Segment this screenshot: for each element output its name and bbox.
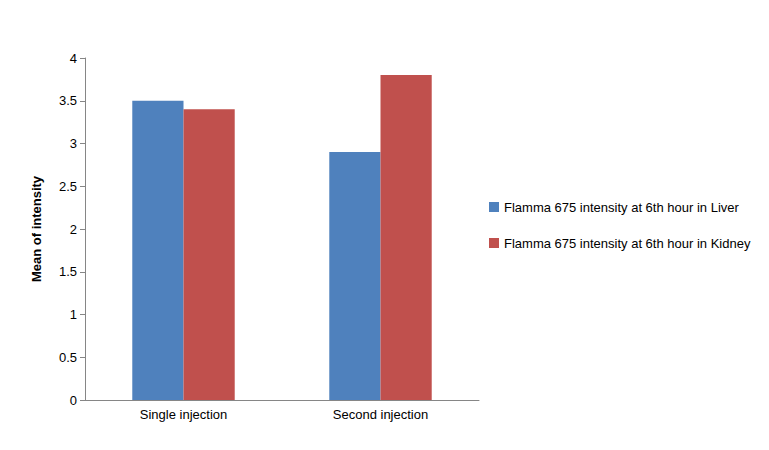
- svg-text:0: 0: [70, 393, 77, 408]
- svg-text:3.5: 3.5: [59, 93, 77, 108]
- svg-text:Flamma 675 intensity at 6th ho: Flamma 675 intensity at 6th hour in Kidn…: [504, 236, 751, 251]
- svg-text:Flamma 675 intensity at 6th ho: Flamma 675 intensity at 6th hour in Live…: [504, 200, 740, 215]
- svg-text:0.5: 0.5: [59, 350, 77, 365]
- svg-text:3: 3: [70, 136, 77, 151]
- svg-text:4: 4: [70, 51, 77, 66]
- svg-text:2.5: 2.5: [59, 179, 77, 194]
- svg-text:1: 1: [70, 307, 77, 322]
- svg-text:1.5: 1.5: [59, 264, 77, 279]
- svg-text:Mean of intensity: Mean of intensity: [29, 175, 44, 282]
- svg-text:2: 2: [70, 222, 77, 237]
- svg-text:Second injection: Second injection: [333, 407, 428, 422]
- svg-text:Single injection: Single injection: [140, 407, 227, 422]
